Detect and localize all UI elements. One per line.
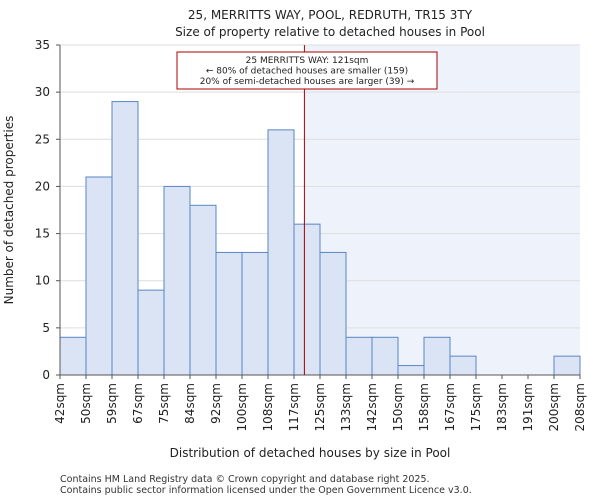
bar-158sqm bbox=[423, 336, 451, 376]
bar-50sqm bbox=[85, 176, 113, 376]
annotation-line1: 25 MERRITTS WAY: 121sqm bbox=[246, 56, 369, 66]
bar-150sqm bbox=[397, 365, 425, 376]
bar-84sqm bbox=[189, 204, 217, 376]
plot-area: 0 5 10 15 20 25 30 35 42sqm 50sqm 59sqm 67sqm 75sqm 8… bbox=[35, 38, 587, 431]
bar-100sqm bbox=[241, 251, 269, 376]
x-tick-label-15: 167sqm bbox=[443, 383, 457, 431]
bar-117sqm bbox=[293, 223, 321, 376]
bar-108sqm bbox=[267, 129, 295, 376]
bar-167sqm bbox=[449, 355, 477, 376]
annotation-line3: 20% of semi-detached houses are larger (… bbox=[200, 77, 415, 87]
x-tick-label-11: 133sqm bbox=[339, 383, 353, 431]
x-tick-label-9: 117sqm bbox=[287, 383, 301, 431]
footer-line-2: Contains public sector information licen… bbox=[60, 485, 472, 496]
bar-75sqm bbox=[163, 185, 191, 376]
bar-67sqm bbox=[137, 289, 165, 376]
y-tick-label-3: 15 bbox=[35, 227, 50, 241]
y-tick-label-4: 20 bbox=[35, 179, 50, 193]
annotation-box bbox=[176, 51, 438, 90]
x-tick-label-17: 183sqm bbox=[495, 383, 509, 431]
x-tick-label-8: 108sqm bbox=[261, 383, 275, 431]
bar-42sqm bbox=[59, 336, 87, 376]
x-tick-label-16: 175sqm bbox=[469, 383, 483, 431]
y-axis-label: Number of detached properties bbox=[2, 116, 16, 305]
highlight-region bbox=[304, 45, 580, 375]
x-tick-label-3: 67sqm bbox=[131, 383, 145, 424]
bar-125sqm bbox=[319, 251, 347, 376]
bar-133sqm bbox=[345, 336, 373, 376]
y-tick-label-2: 10 bbox=[35, 274, 50, 288]
y-tick-label-5: 25 bbox=[35, 132, 50, 146]
bar-59sqm bbox=[111, 101, 139, 376]
y-tick-label-1: 5 bbox=[42, 321, 50, 335]
x-tick-label-18: 191sqm bbox=[521, 383, 535, 431]
x-tick-label-4: 75sqm bbox=[157, 383, 171, 424]
bar-92sqm bbox=[215, 251, 243, 376]
y-tick-label-6: 30 bbox=[35, 85, 50, 99]
y-tick-label-7: 35 bbox=[35, 38, 50, 52]
x-tick-label-0: 42sqm bbox=[53, 383, 67, 424]
y-tick-label-0: 0 bbox=[42, 368, 50, 382]
x-tick-label-1: 50sqm bbox=[79, 383, 93, 424]
footer-line-1: Contains HM Land Registry data © Crown c… bbox=[60, 474, 430, 485]
chart-subtitle: Size of property relative to detached ho… bbox=[175, 25, 485, 39]
x-tick-label-6: 92sqm bbox=[209, 383, 223, 424]
bar-200sqm bbox=[553, 355, 581, 376]
x-axis-label: Distribution of detached houses by size … bbox=[170, 446, 451, 460]
x-tick-label-19: 200sqm bbox=[547, 383, 561, 431]
x-tick-label-5: 84sqm bbox=[183, 383, 197, 424]
x-tick-label-14: 158sqm bbox=[417, 383, 431, 431]
bar-142sqm bbox=[371, 336, 399, 376]
x-tick-label-12: 142sqm bbox=[365, 383, 379, 431]
x-tick-label-20: 208sqm bbox=[573, 383, 587, 431]
chart-title: 25, MERRITTS WAY, POOL, REDRUTH, TR15 3T… bbox=[188, 8, 473, 22]
x-tick-label-13: 150sqm bbox=[391, 383, 405, 431]
x-tick-label-2: 59sqm bbox=[105, 383, 119, 424]
x-tick-label-10: 125sqm bbox=[313, 383, 327, 431]
x-tick-label-7: 100sqm bbox=[235, 383, 249, 431]
annotation-line2: ← 80% of detached houses are smaller (15… bbox=[206, 67, 408, 77]
